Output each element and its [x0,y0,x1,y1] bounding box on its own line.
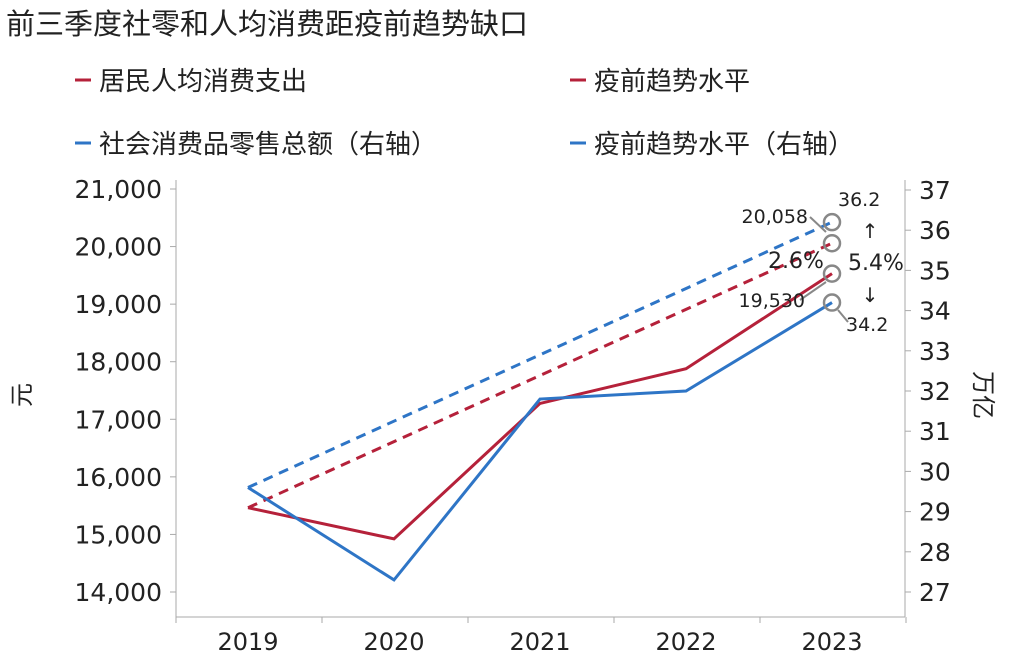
arrow-down-icon: ↓ [862,283,879,307]
y2-tick-label: 28 [919,538,951,567]
chart-title: 前三季度社零和人均消费距疫前趋势缺口 [6,7,528,41]
y2-axis-label: 万亿 [969,371,997,419]
highlight-circle [822,212,842,232]
legend-label: 居民人均消费支出 [99,67,307,97]
annotation-label: 34.2 [846,314,888,336]
y2-tick-label: 35 [919,256,951,285]
annotation-label: 19,530 [739,290,805,312]
y-tick-label: 14,000 [75,578,162,607]
y2-tick-label: 32 [919,377,951,406]
annotation-label: 20,058 [742,206,808,228]
x-tick-label: 2023 [801,628,862,656]
x-tick-label: 2019 [217,628,278,656]
leader-line [799,281,827,301]
legend-label: 社会消费品零售总额（右轴） [99,130,437,160]
y2-tick-label: 36 [919,216,951,245]
y2-tick-label: 29 [919,498,951,527]
annotation-label: 36.2 [838,189,880,211]
x-tick-label: 2022 [655,628,716,656]
highlight-circle [822,264,842,283]
leader-line [809,216,827,233]
y-tick-label: 17,000 [75,405,162,434]
y-tick-label: 19,000 [75,290,162,319]
series-line-0 [247,272,833,541]
y2-tick-label: 34 [919,297,951,326]
annotation-label: 2.6% [768,249,824,274]
highlight-circle [822,233,842,253]
y-tick-label: 21,000 [75,175,162,204]
arrow-up-icon: ↑ [862,219,879,243]
y2-tick-label: 27 [919,578,951,607]
y-tick-label: 20,000 [75,233,162,262]
y2-tick-label: 30 [919,457,951,486]
x-tick-label: 2020 [363,628,424,656]
series-line-1 [247,241,833,510]
y2-tick-label: 37 [919,176,951,205]
y-axis-label: 元 [8,383,36,407]
y-tick-label: 16,000 [75,463,162,492]
annotation-label: 5.4% [848,251,904,276]
series-line-3 [247,220,833,489]
series-line-2 [247,301,833,582]
y2-tick-label: 33 [919,337,951,366]
y2-tick-label: 31 [919,417,951,446]
legend-label: 疫前趋势水平（右轴） [594,130,854,160]
legend-label: 疫前趋势水平 [594,67,750,97]
highlight-circle [822,293,842,312]
leader-line [837,309,849,323]
y-tick-label: 18,000 [75,348,162,377]
x-tick-label: 2021 [509,628,570,656]
y-tick-label: 15,000 [75,520,162,549]
